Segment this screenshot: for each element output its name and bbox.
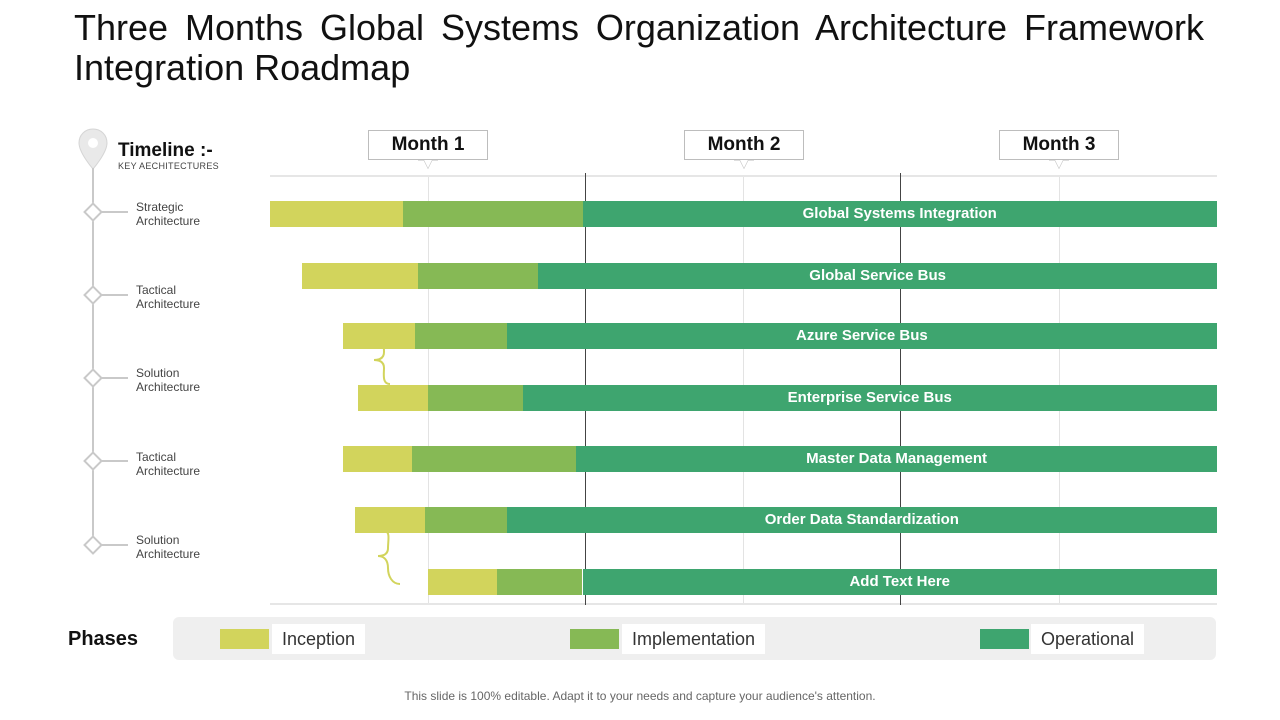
architecture-label: Solution Architecture xyxy=(136,533,201,561)
task-bar: Global Service Bus xyxy=(301,263,1217,289)
operational-swatch xyxy=(980,629,1029,649)
timeline-connector xyxy=(100,460,128,462)
month-pointer-icon xyxy=(1049,159,1069,170)
timeline-heading: Timeline :- xyxy=(118,140,213,161)
operational-segment xyxy=(582,201,1217,227)
timeline-connector xyxy=(100,211,128,213)
task-bar: Global Systems Integration xyxy=(270,201,1217,227)
location-pin-icon xyxy=(78,128,108,170)
implementation-segment xyxy=(424,507,507,533)
inception-segment xyxy=(427,569,498,595)
inception-swatch xyxy=(220,629,269,649)
task-bar: Order Data Standardization xyxy=(355,507,1217,533)
inception-legend-label: Inception xyxy=(272,624,366,654)
curly-brace-icon xyxy=(373,335,391,385)
task-bar: Enterprise Service Bus xyxy=(358,385,1217,411)
operational-segment xyxy=(576,446,1217,472)
inception-segment xyxy=(355,507,425,533)
timeline-connector xyxy=(100,544,128,546)
inception-segment xyxy=(358,385,428,411)
task-label: Global Systems Integration xyxy=(802,205,997,222)
timeline-connector xyxy=(100,294,128,296)
footer-note: This slide is 100% editable. Adapt it to… xyxy=(404,689,876,703)
month-3-header: Month 3 xyxy=(999,130,1119,160)
operational-segment xyxy=(582,569,1217,595)
task-bar: Azure Service Bus xyxy=(342,323,1217,349)
curly-brace-icon xyxy=(377,531,401,585)
inception-segment xyxy=(342,446,413,472)
operational-segment xyxy=(506,507,1217,533)
chart-bottom-rule xyxy=(270,603,1217,605)
task-label: Master Data Management xyxy=(806,450,988,467)
month-2-header: Month 2 xyxy=(684,130,804,160)
task-label: Enterprise Service Bus xyxy=(787,389,952,406)
implementation-segment xyxy=(415,323,507,349)
operational-segment xyxy=(538,263,1217,289)
implementation-segment xyxy=(402,201,583,227)
implementation-legend-label: Implementation xyxy=(622,624,766,654)
architecture-label: Strategic Architecture xyxy=(136,200,201,228)
inception-segment xyxy=(342,323,416,349)
task-label: Add Text Here xyxy=(849,573,951,590)
architecture-label: Tactical Architecture xyxy=(136,283,201,311)
month-pointer-icon xyxy=(734,159,754,170)
task-label: Global Service Bus xyxy=(809,267,947,284)
month-pointer-icon xyxy=(418,159,438,170)
operational-segment xyxy=(522,385,1217,411)
inception-segment xyxy=(270,201,403,227)
operational-legend-label: Operational xyxy=(1031,624,1145,654)
chart-top-rule xyxy=(270,175,1217,177)
implementation-swatch xyxy=(570,629,619,649)
task-label: Order Data Standardization xyxy=(764,511,959,528)
implementation-segment xyxy=(427,385,523,411)
page-title: Three Months Global Systems Organization… xyxy=(74,7,1204,88)
timeline-connector xyxy=(100,377,128,379)
month-1-header: Month 1 xyxy=(368,130,488,160)
architecture-label: Solution Architecture xyxy=(136,366,201,394)
timeline-line xyxy=(92,168,94,552)
task-bar: Add Text Here xyxy=(427,569,1217,595)
timeline-subheading: KEY AECHITECTURES xyxy=(118,161,219,171)
inception-segment xyxy=(301,263,419,289)
architecture-label: Tactical Architecture xyxy=(136,450,201,478)
implementation-segment xyxy=(412,446,577,472)
implementation-segment xyxy=(497,569,583,595)
implementation-segment xyxy=(418,263,539,289)
operational-segment xyxy=(506,323,1217,349)
task-label: Azure Service Bus xyxy=(795,327,928,344)
task-bar: Master Data Management xyxy=(342,446,1217,472)
phases-title: Phases xyxy=(68,628,139,650)
